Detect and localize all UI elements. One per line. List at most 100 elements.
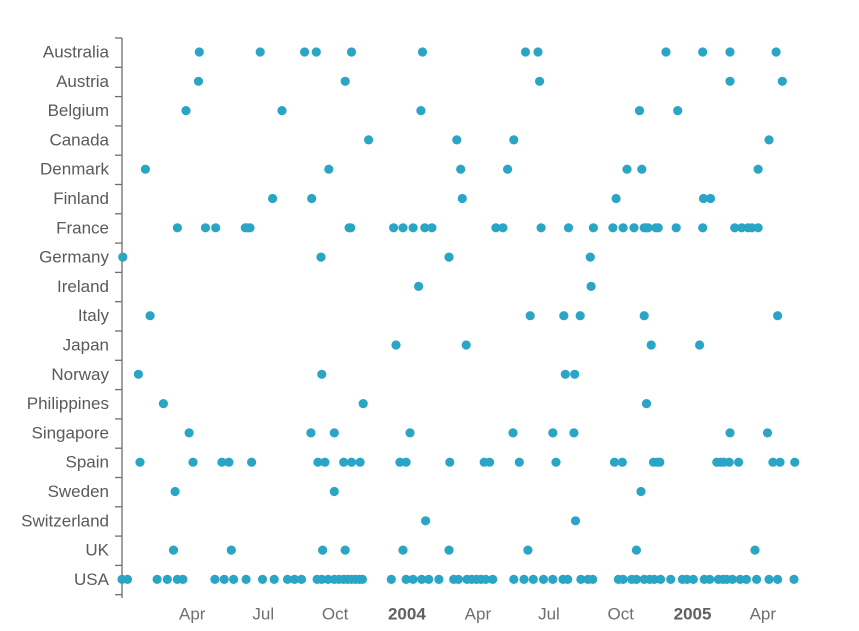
- x-tick-label: Apr: [465, 605, 492, 624]
- data-point: [523, 545, 533, 555]
- data-point: [586, 281, 596, 291]
- data-point: [725, 428, 735, 438]
- data-point: [773, 311, 783, 321]
- data-point: [752, 574, 762, 585]
- x-tick-label: 2004: [388, 605, 426, 624]
- data-point: [750, 545, 760, 555]
- data-point: [245, 223, 255, 233]
- data-point: [311, 47, 321, 57]
- data-point: [764, 574, 774, 585]
- data-point: [551, 457, 561, 467]
- category-label: Spain: [66, 453, 109, 472]
- data-point: [631, 545, 642, 555]
- data-point: [386, 574, 396, 585]
- data-point: [661, 47, 671, 57]
- data-point: [724, 457, 734, 467]
- data-point: [560, 369, 570, 379]
- data-point: [168, 545, 179, 555]
- category-label: Switzerland: [21, 511, 109, 530]
- data-point: [488, 574, 498, 585]
- data-point: [730, 223, 740, 233]
- data-point: [178, 574, 188, 585]
- data-point: [671, 223, 681, 233]
- data-point: [753, 164, 763, 174]
- data-point: [346, 223, 356, 233]
- data-point: [122, 574, 133, 585]
- data-point: [634, 106, 645, 116]
- data-point: [346, 457, 357, 467]
- data-point: [559, 311, 569, 321]
- data-point: [503, 164, 513, 174]
- data-point: [329, 486, 339, 497]
- category-label: Finland: [53, 189, 109, 208]
- data-point: [609, 457, 620, 467]
- data-point: [306, 428, 316, 438]
- data-point: [162, 574, 172, 585]
- data-point: [575, 311, 585, 321]
- data-point: [666, 574, 676, 585]
- data-point: [548, 574, 558, 585]
- data-point: [398, 545, 408, 555]
- data-point: [639, 311, 649, 321]
- data-point: [188, 457, 198, 467]
- data-point: [727, 574, 738, 585]
- data-point: [289, 574, 300, 585]
- data-point: [217, 457, 227, 467]
- data-point: [508, 428, 518, 438]
- data-point: [631, 574, 642, 585]
- data-point: [170, 486, 180, 497]
- data-point: [241, 574, 251, 585]
- data-point: [317, 574, 327, 585]
- data-points: [117, 47, 800, 585]
- data-point: [656, 574, 666, 585]
- data-point: [737, 223, 747, 233]
- category-label: Austria: [56, 72, 109, 91]
- data-point: [538, 574, 549, 585]
- data-point: [452, 135, 462, 145]
- data-point: [224, 457, 234, 467]
- data-point: [548, 428, 558, 438]
- data-point: [414, 281, 424, 291]
- data-point: [421, 516, 431, 526]
- data-point: [741, 574, 752, 585]
- data-point: [762, 428, 773, 438]
- category-label: Japan: [63, 336, 109, 355]
- data-point: [210, 574, 220, 585]
- data-point: [427, 223, 437, 233]
- category-label: USA: [74, 570, 110, 589]
- data-point: [775, 457, 785, 467]
- data-point: [417, 574, 427, 585]
- data-point: [416, 106, 426, 116]
- data-point: [211, 223, 221, 233]
- data-point: [622, 164, 632, 174]
- data-point: [457, 193, 467, 204]
- data-point: [773, 574, 783, 585]
- data-point: [401, 457, 411, 467]
- category-label: France: [56, 218, 109, 237]
- data-point: [172, 223, 182, 233]
- data-point: [255, 47, 265, 57]
- data-point: [417, 47, 428, 57]
- data-point: [528, 574, 538, 585]
- category-label: Australia: [43, 43, 110, 62]
- data-point: [296, 574, 307, 585]
- data-point: [608, 223, 618, 233]
- data-point: [491, 223, 501, 233]
- x-tick-label: Apr: [750, 605, 777, 624]
- data-point: [219, 574, 229, 585]
- data-point: [133, 369, 143, 379]
- data-point: [525, 311, 535, 321]
- data-point: [181, 106, 191, 116]
- x-axis: Apr Jul Oct 2004 Apr Jul Oct 2005 Apr: [179, 605, 776, 624]
- data-point: [649, 574, 659, 585]
- category-label: Italy: [78, 306, 110, 325]
- data-point: [653, 223, 663, 233]
- data-point: [637, 164, 647, 174]
- data-point: [193, 76, 204, 86]
- data-point: [481, 574, 491, 585]
- data-point: [629, 223, 639, 233]
- data-point: [509, 574, 519, 585]
- data-point: [771, 47, 781, 57]
- data-point: [617, 457, 627, 467]
- data-point: [519, 574, 529, 585]
